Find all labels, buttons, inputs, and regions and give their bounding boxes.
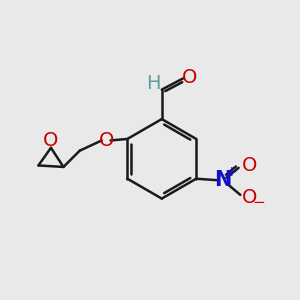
Text: O: O (98, 131, 114, 150)
Text: −: − (252, 195, 265, 210)
Text: N: N (214, 170, 231, 190)
Text: O: O (242, 188, 257, 207)
Text: H: H (146, 74, 161, 93)
Text: +: + (226, 165, 237, 179)
Text: O: O (182, 68, 197, 87)
Text: O: O (242, 156, 257, 175)
Text: O: O (43, 131, 58, 150)
